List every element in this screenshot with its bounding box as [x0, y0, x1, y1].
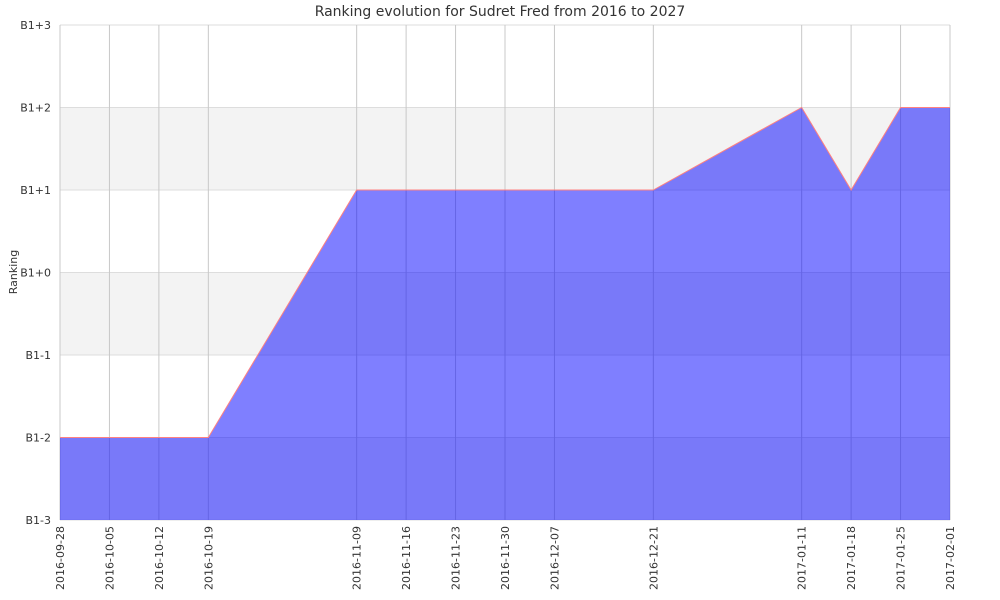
x-tick-label: 2017-01-11: [796, 526, 809, 590]
x-axis-ticks: 2016-09-28 2016-10-05 2016-10-12 2016-10-19…: [54, 526, 957, 590]
x-tick-label: 2016-11-16: [400, 526, 413, 590]
x-tick-label: 2016-12-07: [548, 526, 561, 590]
series-line: [60, 106, 950, 438]
x-tick-label: 2016-10-12: [153, 526, 166, 590]
series-layer: [60, 106, 950, 520]
x-tick-label: 2016-10-19: [202, 526, 215, 590]
x-tick-label: 2016-11-23: [450, 526, 463, 590]
series-area: [60, 107, 950, 520]
y-tick-label: B1-2: [25, 432, 51, 445]
y-tick-label: B1+2: [20, 102, 51, 115]
y-tick-label: B1+3: [20, 19, 51, 32]
x-tick-label: 2017-02-01: [944, 526, 957, 590]
x-tick-label: 2017-01-25: [895, 526, 908, 590]
x-tick-label: 2016-12-21: [647, 526, 660, 590]
x-tick-label: 2016-11-30: [499, 526, 512, 590]
y-axis-ticks: B1-3 B1-2 B1-1 B1+0 B1+1 B1+2 B1+3: [20, 19, 51, 527]
y-tick-label: B1-1: [25, 349, 51, 362]
x-tick-label: 2016-09-28: [54, 526, 67, 590]
x-tick-label: 2017-01-18: [845, 526, 858, 590]
x-tick-label: 2016-10-05: [103, 526, 116, 590]
y-axis-label: Ranking: [7, 250, 20, 295]
x-tick-label: 2016-11-09: [351, 526, 364, 590]
y-tick-label: B1+0: [20, 267, 51, 280]
y-tick-label: B1-3: [25, 514, 51, 527]
chart-title: Ranking evolution for Sudret Fred from 2…: [315, 4, 686, 20]
y-tick-label: B1+1: [20, 184, 51, 197]
